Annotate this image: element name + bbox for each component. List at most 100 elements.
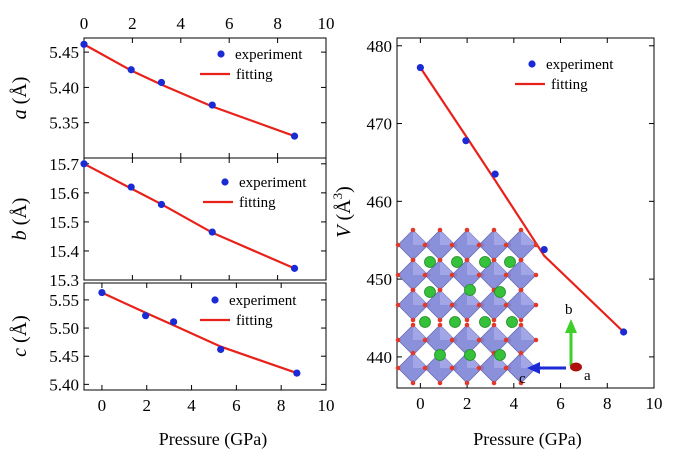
oxygen-atom — [395, 337, 401, 343]
c-arrowhead — [527, 362, 540, 374]
oxygen-atom — [464, 317, 470, 323]
oxygen-atom — [449, 302, 455, 308]
oxygen-atom — [503, 272, 509, 278]
x-tick-label: 6 — [225, 14, 234, 33]
y-tick-label: 470 — [367, 115, 393, 134]
legend-experiment-label: experiment — [235, 47, 303, 63]
legend-fitting-label: fitting — [551, 77, 588, 93]
oxygen-atom — [476, 337, 482, 343]
y-axis-label: V (Å3) — [330, 186, 355, 238]
oxygen-atom — [437, 287, 443, 293]
y-axis-unit: (Å — [333, 199, 355, 226]
legend-experiment-label: experiment — [546, 57, 614, 73]
y-tick-label: 5.55 — [49, 291, 79, 310]
legend-experiment-marker — [221, 178, 229, 186]
oxygen-atom — [449, 272, 455, 278]
cation-atom — [419, 316, 431, 328]
oxygen-atom — [491, 322, 497, 328]
oxygen-atom — [437, 380, 443, 386]
experiment-point — [293, 369, 301, 377]
oxygen-atom — [422, 337, 428, 343]
cation-atom — [494, 349, 506, 361]
oxygen-atom — [491, 257, 497, 263]
y-axis-symbol: V — [333, 223, 355, 238]
y-tick-label: 480 — [367, 37, 393, 56]
oxygen-atom — [503, 242, 509, 248]
oxygen-atom — [518, 380, 524, 386]
experiment-point — [416, 63, 424, 72]
experiment-point — [127, 183, 135, 191]
oxygen-atom — [491, 227, 497, 233]
experiment-point — [290, 132, 299, 140]
octahedron-face — [413, 260, 428, 275]
x-tick-label: 2 — [142, 396, 151, 415]
plot-frame — [83, 157, 327, 281]
octahedron-face — [440, 260, 455, 275]
oxygen-atom — [437, 322, 443, 328]
x-tick-label: 8 — [273, 14, 282, 33]
experiment-point — [491, 170, 499, 178]
x-tick-label: 4 — [177, 14, 186, 33]
y-tick-label: 15.4 — [49, 242, 79, 261]
experiment-point — [462, 137, 470, 145]
y-axis-label: c (Å) — [9, 315, 31, 357]
y-axis-symbol: c — [9, 348, 31, 357]
cation-atom — [424, 286, 436, 298]
oxygen-atom — [518, 322, 524, 328]
y-tick-label: 5.45 — [49, 347, 79, 366]
plot-frame — [396, 37, 655, 389]
octahedron-face — [413, 325, 428, 340]
experiment-point — [290, 264, 299, 272]
experiment-point — [540, 245, 548, 254]
oxygen-atom — [410, 380, 416, 386]
oxygen-atom — [518, 287, 524, 293]
octahedron-face — [413, 353, 428, 368]
y-axis-unit: (Å) — [9, 77, 31, 110]
cation-atom — [464, 284, 476, 296]
oxygen-atom — [476, 272, 482, 278]
y-axis-unit-close: ) — [333, 186, 355, 193]
cation-atom — [506, 316, 518, 328]
cation-atom — [424, 256, 436, 268]
oxygen-atom — [464, 380, 470, 386]
oxygen-atom — [476, 365, 482, 371]
y-tick-label: 15.7 — [49, 155, 79, 174]
experiment-point — [98, 288, 106, 297]
legend-experiment-marker — [211, 296, 219, 304]
octahedron-face — [521, 290, 536, 305]
octahedron-face — [467, 325, 482, 340]
fitting-line — [419, 66, 625, 333]
oxygen-atom — [491, 380, 497, 386]
oxygen-atom — [395, 242, 401, 248]
cation-atom — [449, 316, 461, 328]
legend-fitting-label: fitting — [236, 313, 273, 329]
oxygen-atom — [437, 317, 443, 323]
experiment-point — [80, 40, 88, 48]
oxygen-atom — [437, 257, 443, 263]
oxygen-atom — [449, 337, 455, 343]
x-tick-label: 4 — [187, 396, 196, 415]
y-tick-label: 15.6 — [49, 184, 79, 203]
x-axis-label: Pressure (GPa) — [159, 429, 267, 450]
oxygen-atom — [533, 337, 539, 343]
oxygen-atom — [395, 272, 401, 278]
y-tick-label: 5.40 — [49, 375, 79, 394]
oxygen-atom — [410, 350, 416, 356]
y-axis-label: a (Å) — [9, 77, 31, 120]
octahedron-face — [521, 353, 536, 368]
cation-atom — [494, 286, 506, 298]
oxygen-atom — [449, 365, 455, 371]
experiment-point — [208, 101, 216, 109]
experiment-point — [620, 328, 628, 336]
oxygen-atom — [422, 242, 428, 248]
experiment-point — [208, 228, 216, 236]
experiment-point — [80, 160, 88, 168]
oxygen-atom — [533, 272, 539, 278]
oxygen-atom — [503, 365, 509, 371]
b-arrowhead — [565, 319, 577, 333]
octahedron-face — [440, 290, 455, 305]
experiment-point — [142, 312, 150, 320]
oxygen-atom — [503, 337, 509, 343]
c-axis-label: c — [519, 371, 526, 387]
